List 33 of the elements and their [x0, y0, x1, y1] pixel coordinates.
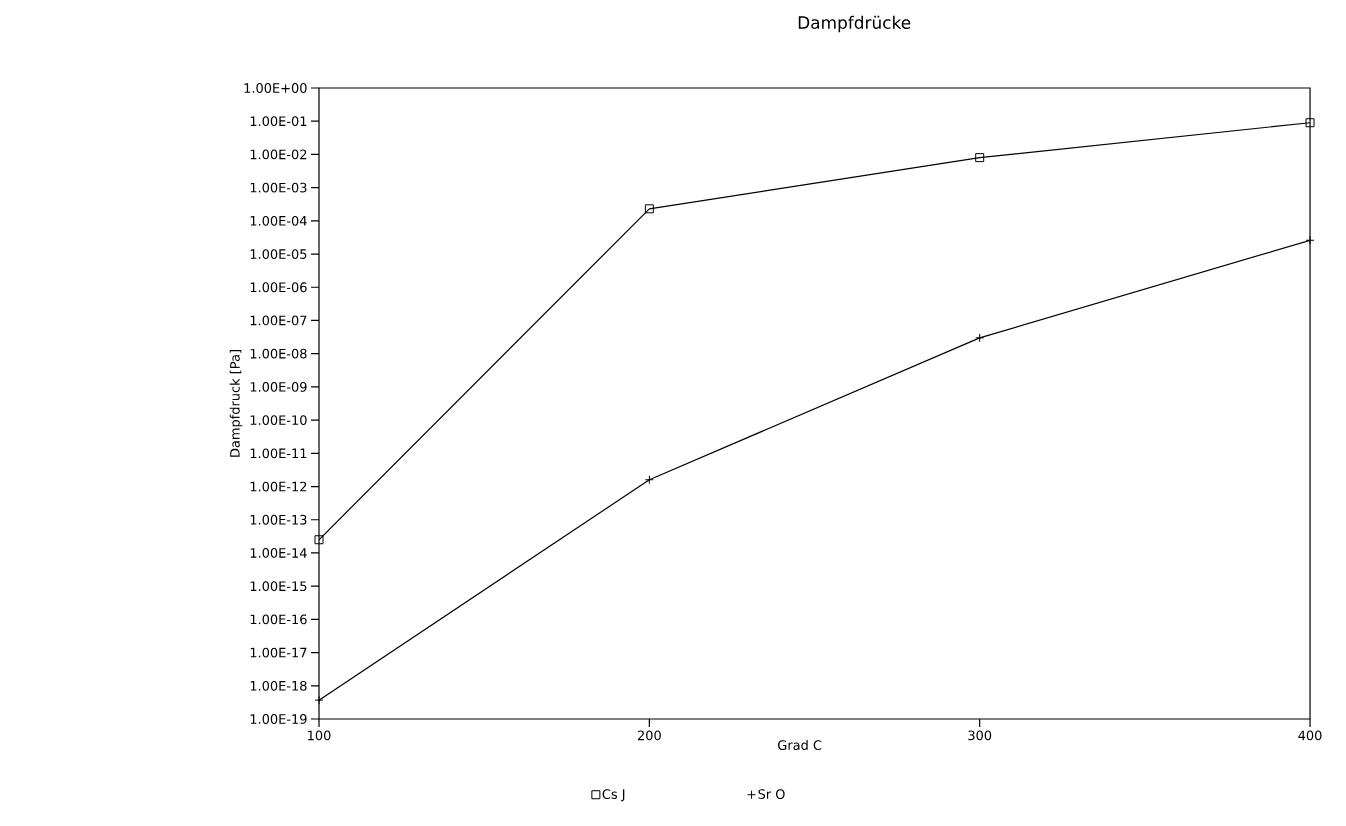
point: [314, 535, 324, 545]
y-tick-label: 1.00E-07: [250, 315, 307, 326]
x-tick-label: 300: [968, 730, 992, 741]
y-tick-label: 1.00E-17: [250, 647, 307, 658]
y-tick-label: 1.00E-10: [250, 415, 307, 426]
y-tick-label: 1.00E-02: [250, 149, 307, 160]
x-tick-label: 200: [637, 730, 661, 741]
legend-label: Sr O: [758, 789, 785, 799]
y-tick-label: 1.00E-14: [250, 548, 307, 558]
point: [1305, 118, 1315, 128]
y-tick-label: 1.00E-05: [250, 249, 307, 259]
point: [975, 153, 985, 163]
y-tick-label: 1.00E-15: [250, 581, 307, 592]
legend-label: Cs J: [602, 789, 625, 802]
y-tick-label: 1.00E-08: [250, 348, 307, 359]
x-tick-label: 400: [1298, 730, 1322, 741]
y-tick-label: 1.00E-03: [250, 182, 307, 193]
x-tick-label: 100: [308, 730, 331, 741]
y-axis-title: Dampfdruck [Pa]: [229, 350, 243, 457]
y-tick-label: 1.00E+00: [244, 83, 307, 93]
y-tick-label: 1.00E-18: [250, 680, 307, 691]
y-tick-label: 1.00E-19: [250, 714, 307, 724]
y-tick-label: 1.00E-16: [250, 614, 307, 625]
y-tick-label: 1.00E-12: [250, 481, 307, 492]
y-tick-label: 1.00E-04: [250, 215, 307, 226]
point: [644, 204, 654, 214]
y-tick-label: 1.00E-13: [250, 514, 307, 525]
x-axis-title: Grad C: [778, 739, 822, 751]
y-tick-label: 1.00E-06: [250, 282, 307, 293]
y-tick-label: 1.00E-01: [250, 116, 307, 127]
y-tick-label: 1.00E-11: [250, 448, 307, 459]
y-tick-label: 1.00E-09: [250, 382, 307, 392]
chart-title: Dampfdrücke: [798, 15, 911, 33]
